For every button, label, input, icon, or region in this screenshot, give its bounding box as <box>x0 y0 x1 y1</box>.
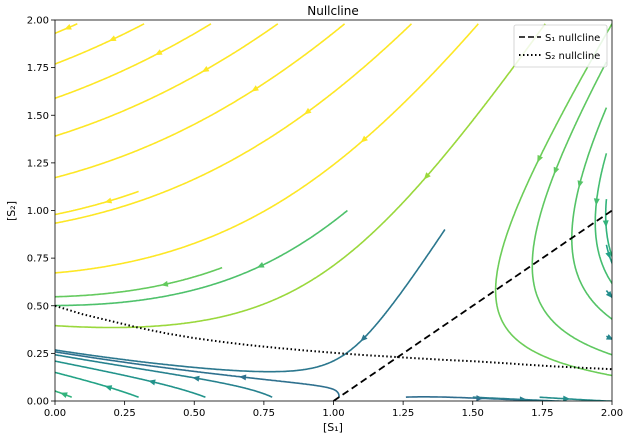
streamline-arrow <box>201 66 210 73</box>
legend-box <box>513 24 608 68</box>
streamline <box>472 396 576 401</box>
streamline-arrow <box>605 290 612 299</box>
streamline <box>604 199 612 259</box>
y-axis-label: [S₂] <box>5 201 18 221</box>
streamline-arrow <box>423 172 431 180</box>
legend-label-s2: S₂ nullcline <box>545 51 600 62</box>
streamline-arrow <box>60 392 68 399</box>
streamline <box>605 244 612 265</box>
streamline <box>55 360 206 398</box>
x-tick-label: 0.25 <box>113 408 135 419</box>
x-tick-label: 0.75 <box>253 408 275 419</box>
streamline-arrow <box>537 154 544 163</box>
y-axis-ticks: 0.00 0.25 0.50 0.75 1.00 1.25 1.50 1.75 2.00 <box>27 16 55 408</box>
legend: S₁ nullcline S₂ nullcline <box>513 24 608 68</box>
streamline-arrow <box>605 251 612 260</box>
streamline-arrow <box>577 180 584 188</box>
streamline <box>594 153 612 285</box>
streamline <box>55 266 223 298</box>
streamline-arrow <box>64 23 72 30</box>
streamline <box>55 23 212 100</box>
streamlines <box>55 23 612 401</box>
plot-frame <box>54 19 613 402</box>
s2-nullcline-line <box>55 304 612 371</box>
streamline-arrow <box>563 395 571 401</box>
x-tick-label: 1.00 <box>322 408 344 419</box>
streamline <box>55 350 340 398</box>
streamline-arrow <box>360 334 368 342</box>
x-axis-label: [S₁] <box>323 421 343 434</box>
streamline <box>571 107 612 321</box>
streamline-arrow <box>304 107 312 115</box>
y-tick-label: 0.00 <box>27 397 49 408</box>
streamline <box>55 190 139 216</box>
y-tick-label: 2.00 <box>27 16 49 27</box>
streamline-arrow <box>154 49 163 56</box>
streamline-arrow <box>104 385 113 391</box>
s1-nullcline-line <box>332 209 612 401</box>
y-tick-label: 1.75 <box>27 63 49 74</box>
y-tick-label: 0.75 <box>27 254 49 265</box>
streamline-arrow <box>192 375 200 382</box>
streamline-arrow <box>148 379 156 386</box>
streamline <box>55 23 346 179</box>
y-tick-label: 1.50 <box>27 111 49 122</box>
streamline <box>55 23 279 137</box>
y-tick-label: 1.00 <box>27 206 49 217</box>
chart-title: Nullcline <box>307 4 359 18</box>
streamline <box>55 23 413 225</box>
streamline <box>531 61 612 356</box>
x-tick-label: 1.50 <box>462 408 484 419</box>
x-tick-label: 0.00 <box>44 408 66 419</box>
streamline-arrow <box>251 85 259 92</box>
streamline-arrow <box>256 262 265 268</box>
streamline <box>55 209 348 307</box>
legend-label-s1: S₁ nullcline <box>545 33 600 44</box>
y-tick-label: 0.50 <box>27 301 49 312</box>
streamline <box>55 23 78 35</box>
streamline-arrow <box>605 334 612 340</box>
streamline <box>55 353 273 398</box>
streamline <box>55 23 546 329</box>
y-tick-label: 1.25 <box>27 158 49 169</box>
streamline <box>55 229 446 373</box>
y-tick-label: 0.25 <box>27 349 49 360</box>
streamline-arrow <box>602 220 609 228</box>
streamline-arrow <box>553 166 560 175</box>
streamline-arrow <box>519 396 527 401</box>
streamline <box>494 23 612 377</box>
streamline-arrow <box>593 198 600 206</box>
streamline-arrow <box>360 135 368 143</box>
x-tick-label: 0.50 <box>183 408 205 419</box>
x-tick-label: 1.75 <box>531 408 553 419</box>
x-tick-label: 1.25 <box>392 408 414 419</box>
x-axis-ticks: 0.00 0.25 0.50 0.75 1.00 1.25 1.50 1.75 2.00 <box>44 401 623 419</box>
streamline-arrow <box>160 280 169 287</box>
streamline <box>55 371 139 398</box>
streamline <box>55 23 479 274</box>
nullclines <box>55 209 612 401</box>
x-tick-label: 2.00 <box>601 408 623 419</box>
streamline-arrow <box>108 35 117 42</box>
streamline-arrow <box>239 374 247 381</box>
streamline <box>55 23 145 65</box>
streamline-arrow <box>104 197 113 204</box>
